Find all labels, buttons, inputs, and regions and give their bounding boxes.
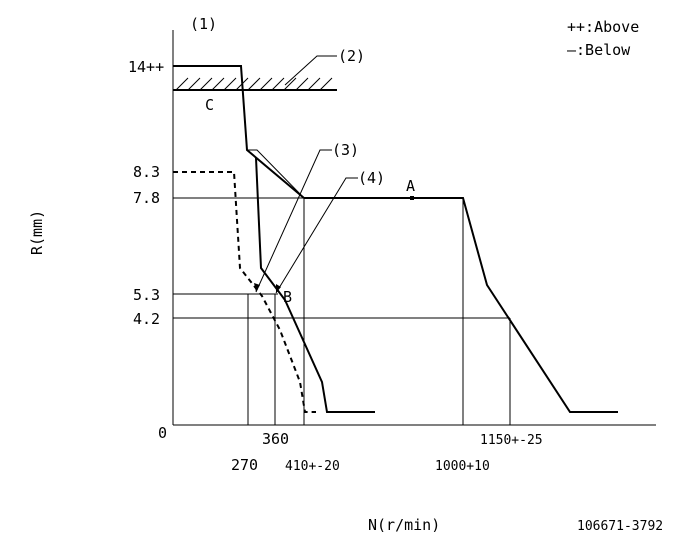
x-tick-410: 410+-20 <box>285 459 340 474</box>
point-a-marker <box>410 196 414 200</box>
callout-3-arrow <box>254 283 260 292</box>
point-c-label: C <box>205 96 214 114</box>
y-axis-title: R(mm) <box>28 210 46 255</box>
x-tick-270: 270 <box>231 456 258 474</box>
series-above-taper <box>247 149 305 199</box>
y-tick-8-3: 8.3 <box>133 163 160 181</box>
y-tick-4-2: 4.2 <box>133 310 160 328</box>
point-a-label: A <box>406 177 415 195</box>
series-above-lower <box>255 157 375 413</box>
y-tick-14: 14++ <box>128 58 164 76</box>
legend-below: —:Below <box>567 41 631 59</box>
y-tick-5-3: 5.3 <box>133 286 160 304</box>
callout-4-leader <box>275 177 358 294</box>
point-b-label: B <box>283 288 292 306</box>
y-tick-0: 0 <box>158 424 167 442</box>
x-tick-360: 360 <box>262 430 289 448</box>
callout-1: (1) <box>190 15 217 33</box>
callout-2: (2) <box>338 47 365 65</box>
limit-hatch <box>175 77 333 91</box>
callout-4-arrow <box>276 284 281 293</box>
drawing-number: 106671-3792 <box>577 519 663 534</box>
callout-2-leader <box>284 55 337 86</box>
x-axis-title: N(r/min) <box>368 516 440 534</box>
callout-4: (4) <box>358 169 385 187</box>
callout-3: (3) <box>332 141 359 159</box>
legend-above: ++:Above <box>567 18 639 36</box>
x-tick-1000: 1000+10 <box>435 459 490 474</box>
series-above-upper <box>173 65 618 413</box>
callout-3-leader <box>255 149 332 293</box>
y-tick-7-8: 7.8 <box>133 189 160 207</box>
series-below <box>173 171 316 413</box>
x-tick-1150: 1150+-25 <box>480 433 543 448</box>
